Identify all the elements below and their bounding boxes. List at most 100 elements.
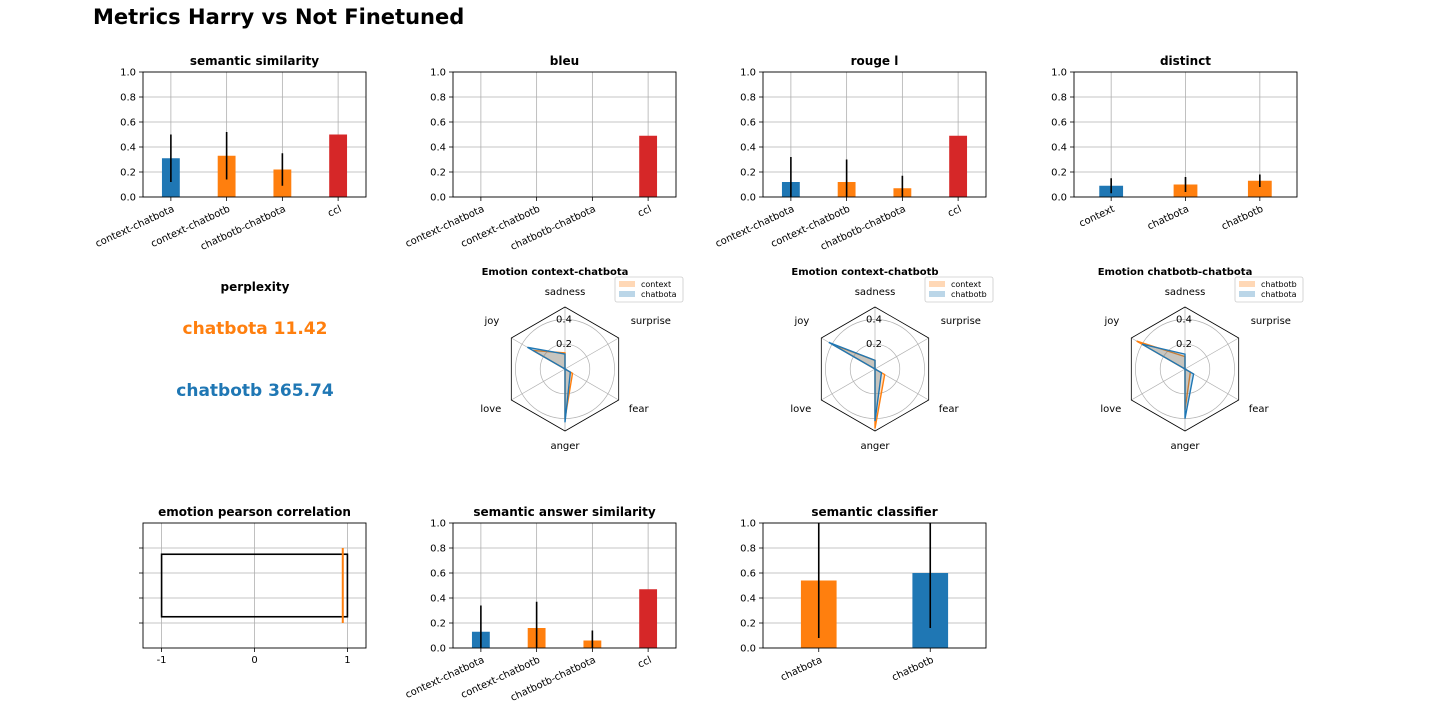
y-tick-label: 0.0 [740,644,756,655]
y-tick-label: 0.6 [430,569,446,580]
axes-frame [452,71,677,198]
x-tick-label: ccl [326,204,343,220]
radial-axis-line [821,368,876,401]
legend-label: chatbota [1261,290,1297,299]
radial-tick-label: 0.2 [1176,339,1192,350]
legend-label: chatbotb [951,290,987,299]
legend-swatch [619,281,635,287]
chart-title: bleu [550,54,579,68]
chart-title: Emotion chatbotb-chatbota [1098,267,1253,278]
radial-axis-line [564,368,619,401]
radar-series-chatbotb [828,341,883,422]
chart-title: semantic similarity [190,54,319,68]
x-tick-label: chatbota [1146,204,1191,233]
y-tick-label: 0.4 [740,143,756,154]
y-tick-label: 0.6 [430,118,446,129]
y-tick-label: 0.4 [430,594,446,605]
axis-label-fear: fear [629,404,650,415]
y-tick-label: 0.2 [430,168,446,179]
y-tick-label: 0.0 [430,193,446,204]
x-tick-label: chatbota [779,655,824,684]
legend-label: context [641,280,671,289]
chart-distinct: 0.0 0.2 0.4 0.6 0.8 1.0 context chatbota chatbot… [1051,54,1298,233]
chart-title: emotion pearson correlation [158,505,351,519]
axes-frame [762,522,987,649]
axes-frame [452,522,677,649]
chart-emotion-pearson: -1 0 1 emotion pearson correlation [139,505,367,666]
y-tick-label: 0.0 [740,193,756,204]
chart-title: Emotion context-chatbotb [791,267,938,278]
x-tick-label: ccl [636,655,653,671]
y-tick-label: 0.8 [740,544,756,555]
radial-tick-label: 0.4 [866,314,882,325]
radial-axis-line [1131,368,1186,401]
axis-label-love: love [1100,404,1121,415]
axis-label-joy: joy [483,316,499,327]
y-tick-label: 0.0 [430,644,446,655]
axes-frame [762,71,987,198]
axis-label-love: love [790,404,811,415]
legend-box [924,276,994,303]
x-tick-label: 1 [344,655,350,666]
axis-label-anger: anger [860,441,890,452]
chart-title: semantic classifier [811,505,937,519]
y-tick-label: 0.2 [430,619,446,630]
chart-emotion_ctb: Emotion context-chatbotb sadness surprise f… [790,267,994,452]
x-tick-label: ccl [636,204,653,220]
chart-perplexity: perplexity chatbota 11.42 chatbotb 365.74 [176,280,334,401]
chart-emotion_cta: Emotion context-chatbota sadness surprise f… [480,267,684,452]
chart-semantic_classifier: 0.0 0.2 0.4 0.6 0.8 1.0 chatbota chatbotb semant… [740,505,987,684]
y-tick-label: 0.6 [1051,118,1067,129]
radial-axis-line [511,368,566,401]
radar-frame [820,306,930,432]
y-tick-label: 0.6 [120,118,136,129]
legend-swatch [929,291,945,297]
axis-label-surprise: surprise [1251,316,1291,327]
y-tick-label: 0.4 [740,594,756,605]
radar-series-chatbota [1141,343,1195,419]
radial-axis-line [1184,337,1239,370]
chart-bleu: 0.00.20.40.60.81.0context-chatbotacontex… [404,54,677,253]
y-tick-label: 0.8 [120,93,136,104]
y-tick-label: 1.0 [740,519,756,530]
chart-title: distinct [1160,54,1211,68]
y-tick-label: 1.0 [740,68,756,79]
axis-label-joy: joy [1103,316,1119,327]
chart-title: Emotion context-chatbota [482,267,629,278]
y-tick-label: 0.8 [740,93,756,104]
y-tick-label: 0.0 [120,193,136,204]
y-tick-label: 0.8 [430,93,446,104]
axis-label-love: love [480,404,501,415]
chart-semantic_similarity: 0.00.20.40.60.81.0context-chatbotacontex… [94,54,367,253]
radial-tick-label: 0.4 [556,314,572,325]
legend-swatch [1239,281,1255,287]
y-tick-label: 0.6 [740,118,756,129]
chart-semantic_answer_similarity: 0.00.20.40.60.81.0context-chatbotacontex… [404,505,677,704]
bar-ccl [639,135,658,197]
bar-ccl [949,135,968,197]
axis-label-surprise: surprise [631,316,671,327]
radar-frame [1130,306,1240,432]
axis-label-fear: fear [939,404,960,415]
radar-frame [510,306,620,432]
radar-series-chatbota [527,346,572,423]
x-tick-label: chatbotb [1220,204,1265,233]
radial-axis-line [564,337,619,370]
bar-ccl [639,589,658,648]
axis-label-sadness: sadness [855,287,896,298]
perplexity-value: chatbota 11.42 [183,319,328,339]
axis-label-sadness: sadness [545,287,586,298]
box-plot [160,553,349,618]
bar-ccl [329,134,348,197]
radial-tick-label: 0.2 [866,339,882,350]
axis-label-sadness: sadness [1165,287,1206,298]
chart-rouge_l: 0.00.20.40.60.81.0context-chatbotacontex… [714,54,987,253]
y-tick-label: 0.2 [1051,168,1067,179]
y-tick-label: 0.4 [430,143,446,154]
y-tick-label: 1.0 [430,68,446,79]
chart-emotion_btb: Emotion chatbotb-chatbota sadness surprise… [1098,267,1304,452]
y-tick-label: 0.2 [740,619,756,630]
axes-frame [142,71,367,198]
y-tick-label: 1.0 [430,519,446,530]
